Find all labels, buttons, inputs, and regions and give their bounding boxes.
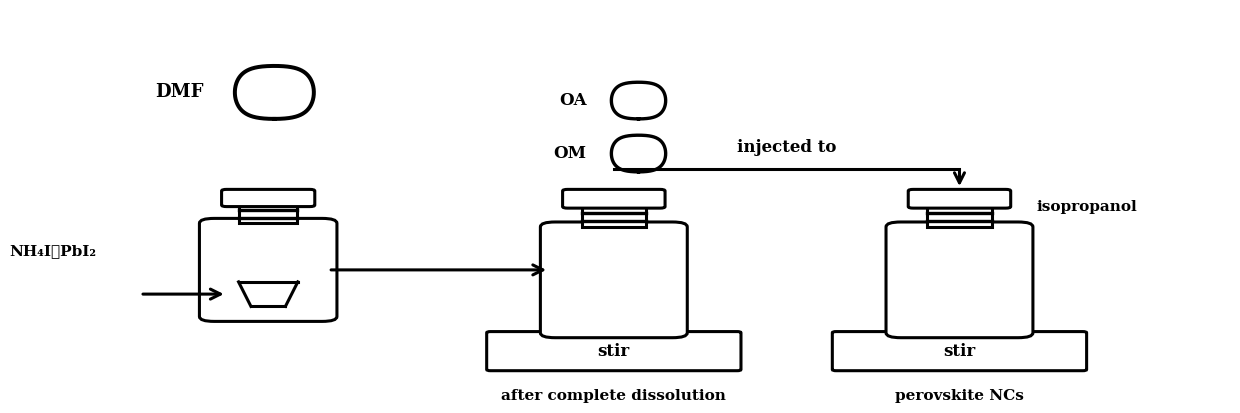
Bar	[928, 206, 992, 227]
FancyBboxPatch shape	[563, 190, 665, 208]
FancyBboxPatch shape	[486, 332, 742, 371]
FancyBboxPatch shape	[832, 332, 1086, 371]
Text: OA: OA	[559, 92, 587, 109]
FancyBboxPatch shape	[541, 222, 687, 338]
Text: NH₄I、PbI₂: NH₄I、PbI₂	[9, 244, 95, 258]
FancyBboxPatch shape	[200, 218, 337, 321]
FancyBboxPatch shape	[887, 222, 1033, 338]
Text: injected to: injected to	[737, 139, 836, 157]
Text: DMF: DMF	[155, 83, 205, 102]
Bar	[239, 205, 298, 223]
Text: stir: stir	[944, 343, 976, 360]
Text: after complete dissolution: after complete dissolution	[501, 389, 727, 403]
Text: isopropanol: isopropanol	[1037, 199, 1137, 214]
Text: perovskite NCs: perovskite NCs	[895, 389, 1024, 403]
Text: stir: stir	[598, 343, 630, 360]
Text: OM: OM	[554, 145, 587, 162]
FancyBboxPatch shape	[222, 190, 315, 206]
Bar	[582, 206, 646, 227]
FancyBboxPatch shape	[908, 190, 1011, 208]
